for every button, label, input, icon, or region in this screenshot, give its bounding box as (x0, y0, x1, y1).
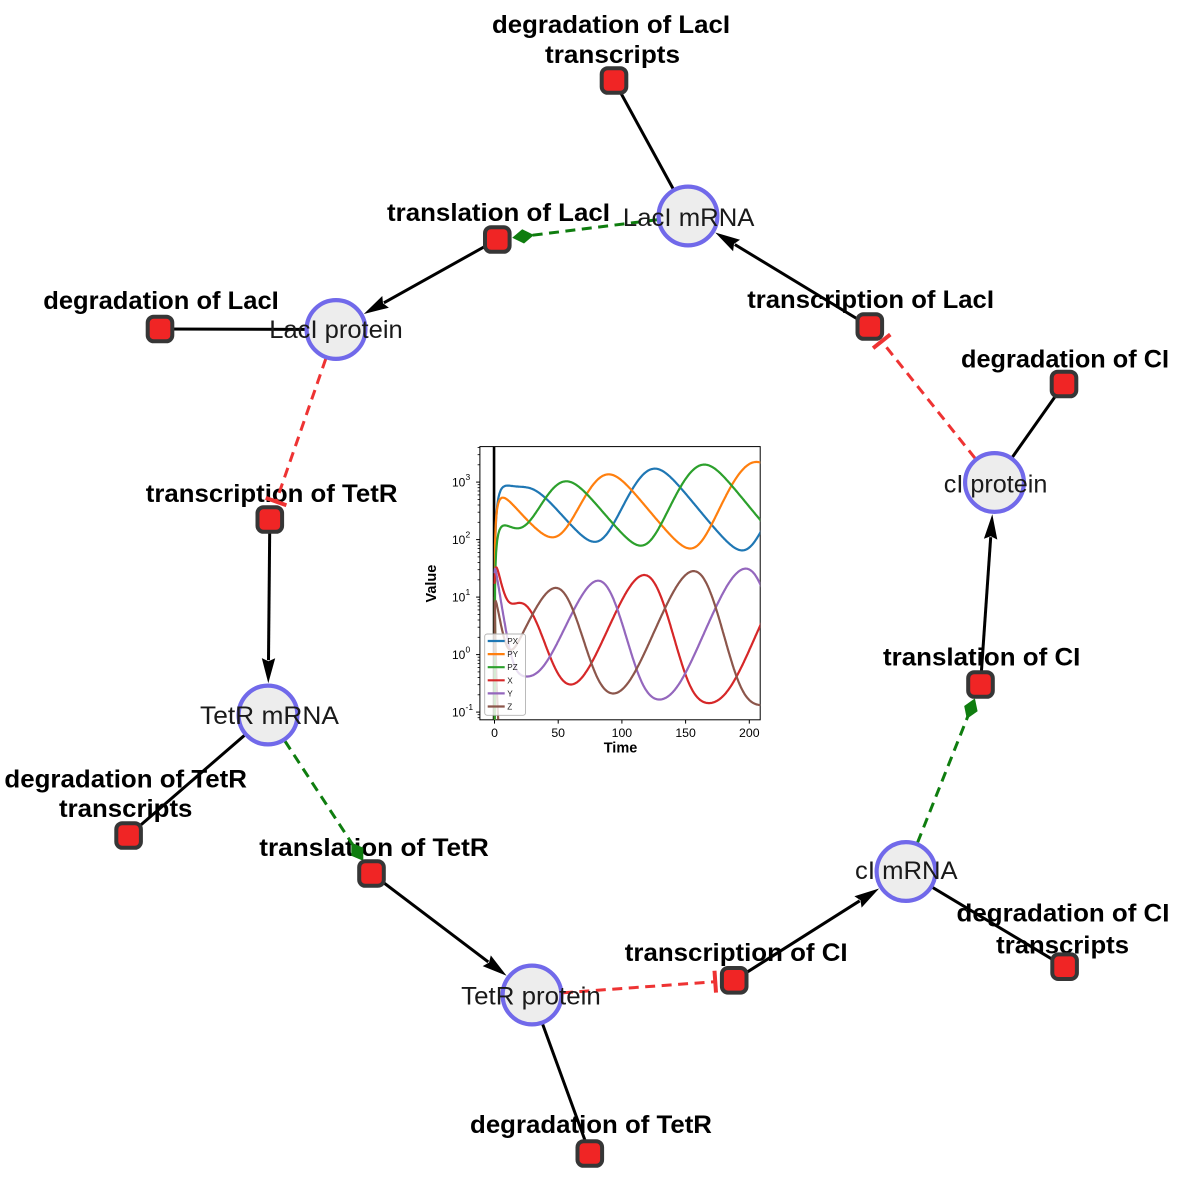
svg-text:PZ: PZ (507, 663, 517, 672)
svg-text:10: 10 (452, 475, 466, 489)
svg-text:transcription of CI: transcription of CI (625, 939, 848, 967)
svg-text:LacI mRNA: LacI mRNA (623, 204, 755, 232)
svg-text:Z: Z (507, 703, 512, 712)
svg-text:PY: PY (507, 650, 518, 659)
svg-text:TetR protein: TetR protein (461, 982, 601, 1010)
svg-text:Time: Time (604, 741, 638, 757)
svg-text:3: 3 (466, 472, 471, 482)
svg-text:transcription of TetR: transcription of TetR (146, 480, 398, 508)
svg-text:0: 0 (466, 644, 471, 654)
svg-text:10: 10 (452, 533, 466, 547)
svg-text:translation of LacI: translation of LacI (387, 199, 610, 227)
svg-text:degradation of TetR: degradation of TetR (4, 766, 247, 794)
svg-text:PX: PX (507, 637, 518, 646)
svg-text:1: 1 (466, 587, 471, 597)
svg-text:degradation of LacI: degradation of LacI (43, 287, 279, 315)
svg-text:200: 200 (739, 726, 760, 740)
svg-text:2: 2 (466, 529, 471, 539)
svg-text:degradation of CI: degradation of CI (961, 346, 1169, 374)
svg-text:LacI protein: LacI protein (269, 316, 403, 344)
svg-text:10: 10 (452, 705, 466, 719)
svg-text:Value: Value (424, 565, 440, 603)
svg-text:TetR mRNA: TetR mRNA (200, 702, 339, 730)
svg-text:50: 50 (551, 726, 565, 740)
svg-text:100: 100 (612, 726, 633, 740)
svg-text:-1: -1 (466, 702, 474, 712)
svg-text:Y: Y (507, 689, 513, 698)
svg-text:10: 10 (452, 648, 466, 662)
svg-text:transcription of LacI: transcription of LacI (747, 286, 994, 314)
svg-text:degradation of CI: degradation of CI (957, 899, 1170, 927)
svg-text:degradation of LacI: degradation of LacI (492, 11, 730, 39)
svg-text:transcripts: transcripts (545, 41, 680, 69)
svg-text:degradation of TetR: degradation of TetR (470, 1111, 712, 1139)
svg-text:X: X (507, 676, 513, 685)
svg-text:cI mRNA: cI mRNA (855, 857, 958, 885)
svg-text:0: 0 (491, 726, 498, 740)
svg-text:10: 10 (452, 590, 466, 604)
svg-text:cI protein: cI protein (944, 471, 1048, 499)
svg-text:translation of TetR: translation of TetR (259, 834, 489, 862)
svg-text:150: 150 (675, 726, 696, 740)
